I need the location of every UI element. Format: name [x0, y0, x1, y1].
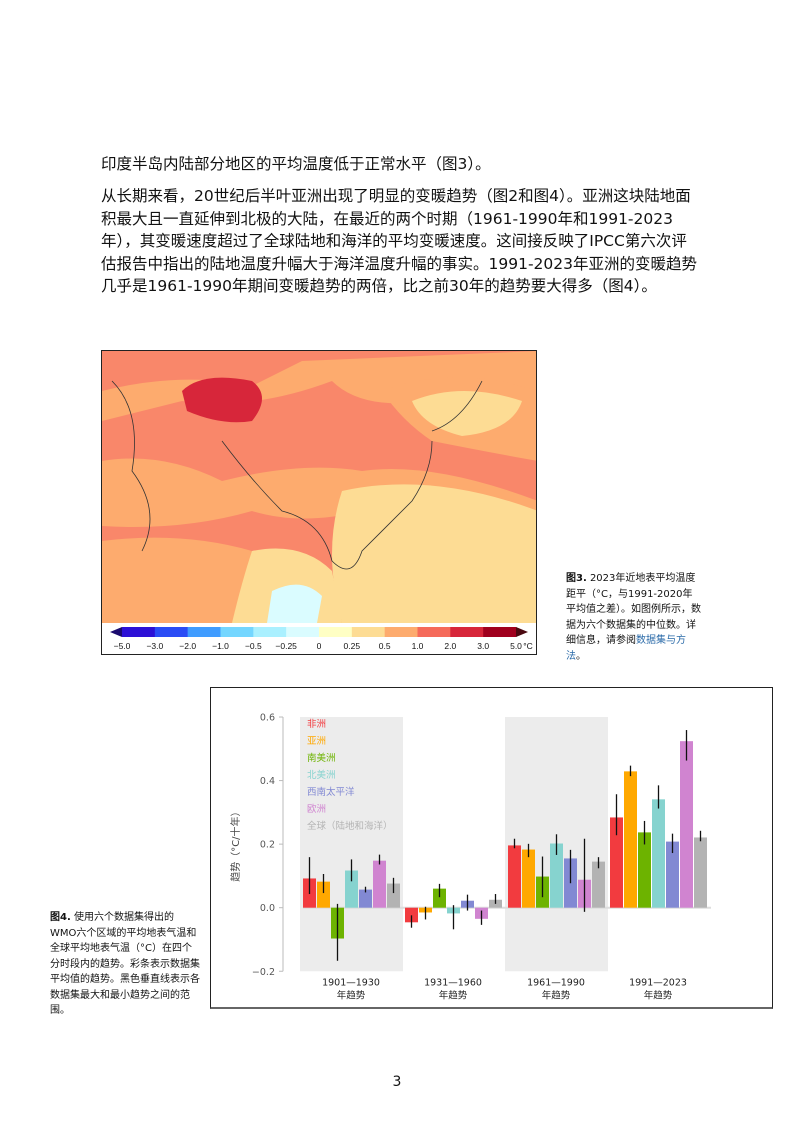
figure3-caption-text: 2023年近地表平均温度距平（°C，与1991-2020年平均值之差）。如图例所… — [566, 573, 701, 646]
temperature-anomaly-map — [102, 351, 536, 623]
bar — [387, 883, 400, 908]
legend-swatch — [384, 627, 418, 637]
y-tick-label: 0.6 — [260, 713, 275, 724]
legend-tick-label: 0 — [316, 641, 322, 651]
legend-tick-label: 0.25 — [343, 641, 361, 651]
legend-tick-label: 5.0 — [510, 641, 522, 651]
legend-swatch — [483, 627, 517, 637]
shaded-period-band — [300, 717, 403, 972]
bar — [638, 832, 651, 908]
bar — [624, 771, 637, 908]
legend-tick-label: −1.0 — [212, 641, 229, 651]
x-category-label: 年趋势 — [542, 989, 571, 1001]
legend-entry: 南美洲 — [307, 752, 336, 764]
x-category-label: 1931—1960 — [424, 977, 482, 988]
legend-swatch — [351, 627, 385, 637]
paragraph-1: 印度半岛内陆部分地区的平均温度低于正常水平（图3）。 — [101, 155, 491, 173]
y-tick-label: 0.0 — [260, 903, 275, 914]
bar — [345, 870, 358, 908]
figure3-caption-label: 图3. — [566, 573, 587, 584]
bar — [550, 843, 563, 908]
legend-entry: 北美洲 — [307, 769, 336, 781]
legend-tick-label: −5.0 — [113, 641, 131, 651]
legend-tick-label: 1.0 — [411, 641, 424, 651]
x-category-label: 年趋势 — [439, 989, 468, 1001]
figure3-caption: 图3. 2023年近地表平均温度距平（°C，与1991-2020年平均值之差）。… — [566, 571, 701, 664]
legend-swatch — [286, 627, 320, 637]
page-number: 3 — [392, 1074, 402, 1090]
legend-entry: 亚洲 — [307, 736, 326, 747]
legend-tick-label: −0.25 — [275, 641, 297, 651]
figure4-caption-text: 使用六个数据集得出的WMO六个区域的平均地表气温和全球平均地表气温（°C）在四个… — [50, 912, 200, 1016]
legend-tick-label: 0.5 — [378, 641, 391, 651]
legend-entry: 非洲 — [307, 718, 326, 730]
legend-swatch — [220, 627, 254, 637]
y-axis-label: 趋势（°C/十年） — [229, 806, 242, 881]
figure4-caption: 图4. 使用六个数据集得出的WMO六个区域的平均地表气温和全球平均地表气温（°C… — [50, 910, 200, 1019]
figure4-chart: 0.6 0.4 0.2 0.0 −0.2 趋势（°C/十年） 非洲亚洲南美洲北美洲西南太平洋… — [210, 687, 773, 1009]
figure4-caption-label: 图4. — [50, 912, 71, 923]
legend-unit: °C — [523, 641, 533, 651]
x-category-label: 年趋势 — [337, 989, 366, 1001]
x-category-label: 1961—1990 — [527, 977, 585, 988]
bar — [610, 817, 623, 908]
bar — [522, 849, 535, 908]
y-tick-label: 0.2 — [260, 840, 275, 851]
legend-swatch — [122, 627, 156, 637]
legend-tick-label: −0.5 — [244, 641, 262, 651]
legend-swatch — [187, 627, 221, 637]
bar — [317, 881, 330, 908]
legend-tick-label: 2.0 — [444, 641, 457, 651]
bar — [666, 841, 679, 908]
legend-tick-label: −3.0 — [146, 641, 164, 651]
legend-tick-label: 3.0 — [477, 641, 490, 651]
legend-entry: 西南太平洋 — [307, 786, 355, 798]
datasets-methods-link[interactable]: 数据集与方法 — [566, 635, 686, 662]
x-category-label: 年趋势 — [644, 989, 673, 1001]
legend-arrow-high — [516, 627, 528, 637]
bar — [433, 888, 446, 908]
bar — [652, 799, 665, 908]
y-tick-label: −0.2 — [252, 967, 275, 978]
legend-tick-label: −2.0 — [179, 641, 197, 651]
bar — [405, 907, 418, 923]
bar — [592, 861, 605, 908]
legend-swatch — [253, 627, 287, 637]
legend-swatch — [319, 627, 353, 637]
x-category-label: 1991—2023 — [629, 977, 687, 988]
figure3-map: −5.0 −3.0 −2.0 −1.0 −0.5 −0.25 0 0.25 0.5 1.0 2.0 3… — [101, 350, 537, 655]
legend-entry: 欧洲 — [307, 803, 326, 815]
trend-bar-chart: 0.6 0.4 0.2 0.0 −0.2 趋势（°C/十年） 非洲亚洲南美洲北美洲西南太平洋… — [229, 713, 711, 1001]
paragraph-2: 从长期来看，20世纪后半叶亚洲出现了明显的变暖趋势（图2和图4）。亚洲这块陆地面… — [101, 187, 697, 295]
x-category-label: 1901—1930 — [322, 977, 380, 988]
legend-swatch — [450, 627, 484, 637]
bar — [694, 837, 707, 908]
y-tick-label: 0.4 — [260, 776, 275, 787]
legend-arrow-low — [110, 627, 122, 637]
legend-entry: 全球（陆地和海洋） — [307, 820, 393, 832]
color-scale-legend — [110, 627, 528, 637]
bar — [508, 845, 521, 908]
bar — [359, 889, 372, 908]
legend-swatch — [154, 627, 188, 637]
figure3-caption-end: 。 — [576, 650, 586, 662]
legend-swatch — [417, 627, 451, 637]
bar — [373, 860, 386, 908]
bar — [680, 741, 693, 908]
